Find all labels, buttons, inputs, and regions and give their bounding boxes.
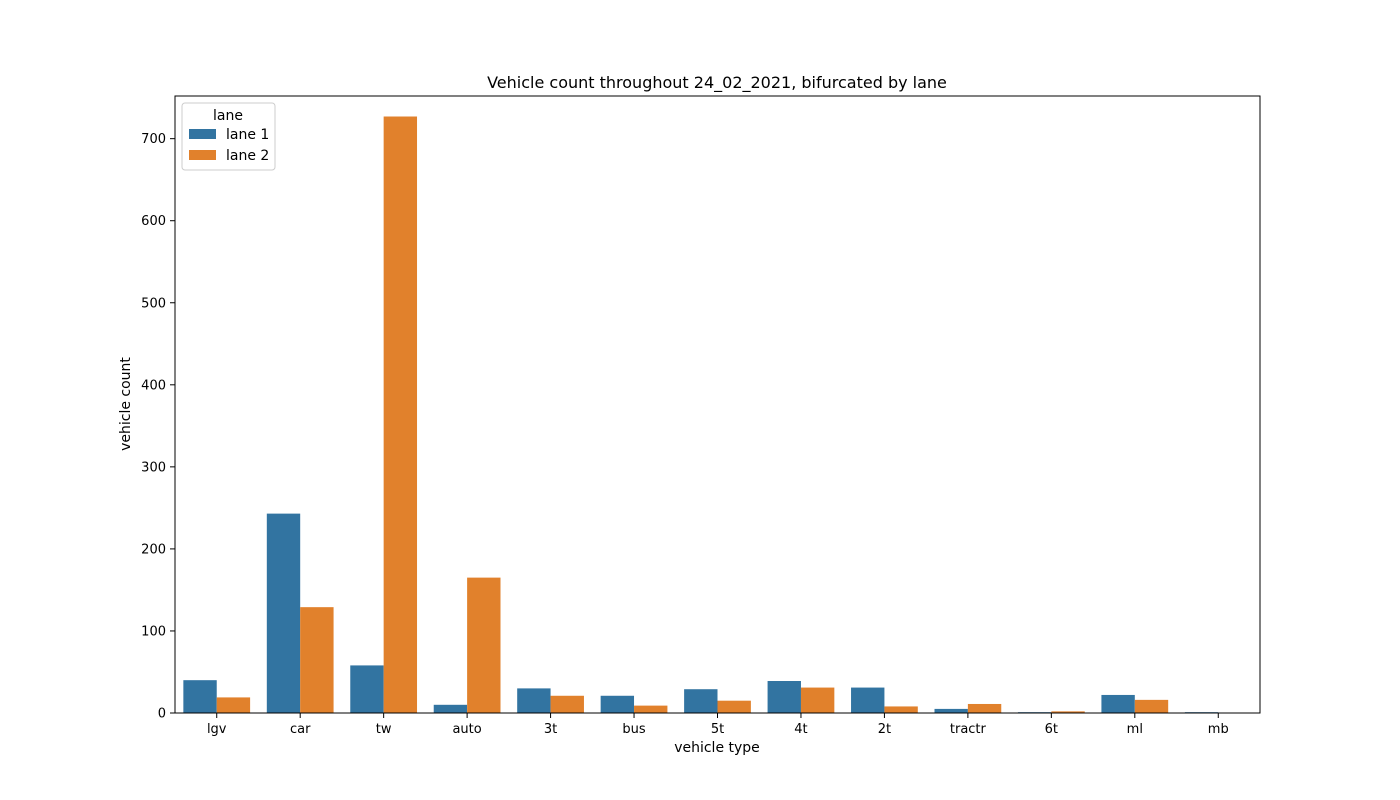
x-tick-label: 3t: [544, 722, 557, 737]
bar-lane-2-tw: [383, 116, 418, 713]
legend-swatch-lane-2: [189, 150, 216, 160]
bar-lane-1-tractr: [934, 708, 968, 713]
x-tick-label: 5t: [711, 722, 724, 737]
bars-layer: [183, 116, 1219, 713]
y-axis: 0 100 200 300 400 500 600 700: [141, 132, 175, 722]
x-tick-label: bus: [622, 722, 645, 737]
y-axis-label: vehicle count: [118, 357, 134, 451]
y-tick-label: 500: [141, 296, 166, 311]
bar-lane-1-ml: [1101, 694, 1135, 713]
y-tick-label: 700: [141, 132, 166, 147]
bar-lane-1-3t: [517, 688, 551, 713]
bar-lane-2-6t: [1051, 711, 1085, 713]
legend-swatch-lane-1: [189, 129, 216, 139]
x-tick-label: 6t: [1045, 722, 1058, 737]
chart-title: Vehicle count throughout 24_02_2021, bif…: [487, 73, 947, 93]
bar-lane-1-car: [266, 513, 301, 713]
x-tick-label: tractr: [950, 722, 987, 737]
bar-lane-2-2t: [884, 706, 918, 713]
x-tick-label: ml: [1127, 722, 1143, 737]
bar-lane-2-lgv: [216, 697, 251, 713]
bar-lane-2-auto: [467, 577, 501, 713]
bar-lane-1-lgv: [183, 680, 217, 713]
legend: lane lane 1 lane 2: [181, 102, 276, 171]
y-tick-label: 200: [141, 542, 166, 557]
bar-lane-2-ml: [1134, 699, 1169, 713]
bar-lane-2-car: [300, 607, 334, 713]
x-tick-label: mb: [1208, 722, 1229, 737]
legend-title: lane: [213, 108, 243, 124]
bar-lane-2-5t: [717, 700, 751, 713]
bar-lane-2-tractr: [967, 703, 1002, 713]
bar-lane-2-4t: [800, 687, 835, 713]
x-axis: lgv car tw auto 3t bus 5t 4t 2t tractr 6t ml mb: [207, 713, 1229, 737]
x-axis-label: vehicle type: [674, 740, 760, 756]
x-tick-label: car: [290, 722, 311, 737]
bar-lane-1-tw: [350, 665, 384, 713]
y-tick-label: 300: [141, 460, 166, 475]
legend-label-lane-2: lane 2: [226, 148, 269, 164]
x-tick-label: 4t: [794, 722, 807, 737]
bar-lane-1-bus: [600, 695, 635, 713]
bar-lane-2-3t: [550, 695, 584, 713]
bar-lane-2-bus: [634, 705, 668, 713]
legend-label-lane-1: lane 1: [226, 127, 269, 143]
x-tick-label: lgv: [207, 722, 227, 737]
bar-lane-1-auto: [433, 704, 468, 713]
bar-lane-1-5t: [684, 689, 718, 713]
x-tick-label: tw: [376, 722, 392, 737]
y-tick-label: 0: [158, 707, 166, 722]
y-tick-label: 100: [141, 624, 166, 639]
x-tick-label: auto: [452, 722, 481, 737]
y-tick-label: 400: [141, 378, 166, 393]
legend-entries: lane 1 lane 2: [189, 127, 269, 164]
x-tick-label: 2t: [878, 722, 891, 737]
bar-lane-1-4t: [767, 681, 801, 713]
bar-lane-1-2t: [851, 687, 885, 713]
y-tick-label: 600: [141, 214, 166, 229]
plot-frame: [174, 95, 1261, 714]
